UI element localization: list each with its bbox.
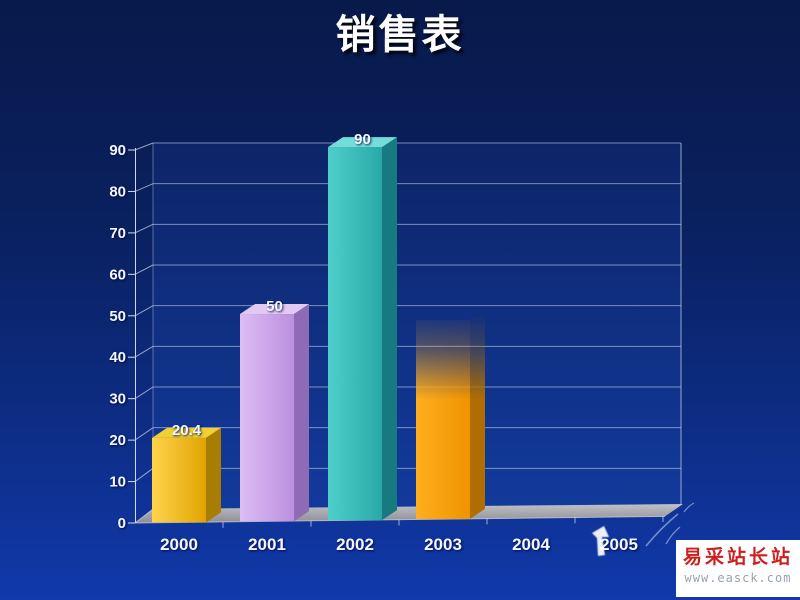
- bar-2001: [240, 304, 309, 522]
- watermark-site-name: 易采站长站: [682, 546, 793, 568]
- ink-scribble: [645, 502, 695, 547]
- slide-title: 销售表: [335, 11, 465, 58]
- y-tick-label: 30: [109, 391, 126, 408]
- bar-2003: [416, 310, 485, 519]
- x-category-label: 2002: [336, 535, 374, 554]
- x-category-label: 2005: [600, 535, 638, 554]
- y-tick-label: 0: [118, 515, 126, 532]
- y-tick-label: 80: [109, 183, 126, 200]
- y-axis-depth-line: [134, 183, 154, 192]
- y-axis-depth-line: [134, 427, 154, 441]
- y-axis-depth-line: [134, 142, 154, 151]
- x-category-label: 2001: [248, 535, 286, 554]
- y-tick-label: 40: [109, 349, 126, 366]
- mouse-cursor-icon: [592, 526, 609, 556]
- y-axis-depth-line: [134, 264, 154, 275]
- bar-value-label: 20.4: [172, 422, 202, 439]
- bar-value-label: 50: [266, 298, 283, 315]
- y-axis-depth-line: [134, 467, 154, 482]
- x-category-label: 2000: [160, 535, 198, 554]
- y-axis-depth-line: [134, 223, 154, 234]
- y-tick-label: 60: [109, 266, 126, 283]
- y-tick-label: 10: [109, 474, 126, 491]
- watermark-url: www.easck.com: [684, 571, 792, 585]
- y-axis-depth-line: [134, 386, 154, 400]
- x-category-label: 2004: [512, 535, 550, 554]
- bar-2000: [152, 427, 221, 523]
- watermark: 易采站长站 www.easck.com: [676, 540, 800, 597]
- y-axis-depth-line: [134, 508, 154, 524]
- y-axis-depth-line: [134, 345, 154, 358]
- y-tick-label: 90: [109, 142, 126, 159]
- bar-2002: [328, 137, 397, 521]
- y-tick-label: 20: [109, 432, 126, 449]
- y-tick-label: 70: [109, 225, 126, 242]
- y-axis-depth-line: [134, 305, 154, 317]
- bar-value-label: 90: [354, 131, 371, 148]
- y-tick-label: 50: [109, 308, 126, 325]
- x-category-label: 2003: [424, 535, 462, 554]
